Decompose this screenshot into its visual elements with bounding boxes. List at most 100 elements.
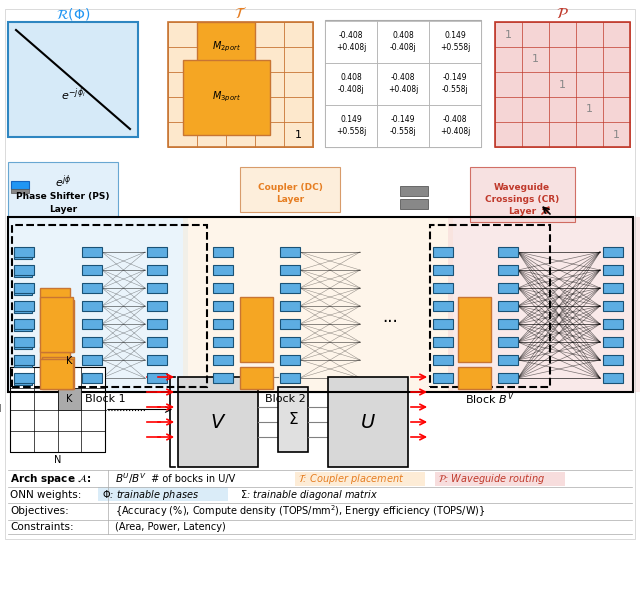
Text: K: K [66,394,72,404]
Bar [498,283,518,293]
Bar [433,373,453,383]
Bar [429,21,481,63]
Bar [213,247,233,257]
Text: Constraints:: Constraints: [10,522,74,532]
Bar [325,63,377,105]
Text: 1: 1 [559,80,566,89]
Bar [14,283,34,293]
Bar [82,301,102,311]
Bar [280,337,300,347]
Text: $\mathcal{T}$: Coupler placement: $\mathcal{T}$: Coupler placement [298,472,404,486]
Bar [603,355,623,365]
Bar [213,337,233,347]
Bar [14,322,32,331]
Text: Objectives:: Objectives: [10,506,68,516]
Text: $U$: $U$ [360,413,376,432]
Bar [458,367,491,389]
Bar [280,355,300,365]
Bar [147,373,167,383]
Bar [377,63,429,105]
Bar [213,319,233,329]
Text: $M_{3port}$: $M_{3port}$ [212,90,241,104]
Bar [147,355,167,365]
Bar [603,373,623,383]
Bar [82,337,102,347]
Bar [178,377,258,467]
Text: -0.408: -0.408 [443,115,467,124]
Bar [377,21,429,63]
Bar [98,487,228,501]
Bar [82,265,102,275]
Text: Layer: Layer [276,195,304,205]
Text: 0.408: 0.408 [392,32,414,41]
Text: +0.408j: +0.408j [336,44,366,52]
Text: $\mathcal{T}$: $\mathcal{T}$ [234,7,247,21]
Text: 0.408: 0.408 [340,73,362,83]
Bar [14,304,32,313]
Text: K: K [66,356,72,366]
Bar [430,225,550,387]
Bar [377,105,429,147]
Text: Coupler (DC): Coupler (DC) [257,183,323,191]
Bar [14,286,32,295]
Bar [435,472,565,486]
Text: +0.408j: +0.408j [388,86,418,95]
Bar [295,472,425,486]
Bar [14,358,32,367]
Bar [5,9,635,539]
Text: -0.408: -0.408 [391,73,415,83]
Text: -0.149: -0.149 [443,73,467,83]
Bar [470,167,575,222]
Bar [197,22,255,72]
Text: M: M [0,404,2,415]
Text: {Accuracy (%), Compute density (TOPS/mm$^2$), Energy efficiency (TOPS/W)}: {Accuracy (%), Compute density (TOPS/mm$… [115,503,486,519]
Bar [147,337,167,347]
Bar [147,265,167,275]
Bar [147,319,167,329]
Text: Crossings (CR): Crossings (CR) [485,194,559,203]
Bar [325,21,377,63]
Text: +0.558j: +0.558j [440,44,470,52]
Bar [433,283,453,293]
Bar [14,301,34,311]
Text: 0.149: 0.149 [340,115,362,124]
Bar [433,319,453,329]
Text: +0.408j: +0.408j [440,127,470,137]
Bar [40,297,73,352]
Text: $e^{-j\phi_i}$: $e^{-j\phi_i}$ [61,87,85,103]
Bar [603,301,623,311]
Text: Block 1: Block 1 [84,394,125,404]
Bar [82,247,102,257]
Bar [458,297,491,362]
Bar [10,367,105,452]
Bar [14,355,34,365]
Bar [280,265,300,275]
Text: Arch space $\mathcal{A}$:: Arch space $\mathcal{A}$: [10,472,92,486]
Bar [429,63,481,105]
Bar [82,283,102,293]
Bar [603,319,623,329]
Bar [433,301,453,311]
Bar [14,337,34,347]
Text: +0.558j: +0.558j [336,127,366,137]
Bar [280,319,300,329]
Bar [168,22,313,147]
Text: Layer: Layer [508,206,536,215]
Bar [498,373,518,383]
Text: N: N [54,455,61,465]
Bar [14,265,34,275]
Bar [280,247,300,257]
Bar [240,297,273,362]
Text: (Area, Power, Latency): (Area, Power, Latency) [115,522,226,532]
Bar [11,181,29,189]
Text: Waveguide: Waveguide [494,183,550,191]
Bar [448,217,640,392]
Text: 1: 1 [295,129,302,140]
Bar [213,355,233,365]
Text: $\mathcal{R}(\Phi)$: $\mathcal{R}(\Phi)$ [56,6,90,22]
Text: # of bocks in U/V: # of bocks in U/V [148,474,236,484]
Text: $B^U/B^V$: $B^U/B^V$ [115,472,147,486]
Bar [498,337,518,347]
Text: Phase Shifter (PS): Phase Shifter (PS) [16,192,109,202]
Bar [11,189,29,193]
